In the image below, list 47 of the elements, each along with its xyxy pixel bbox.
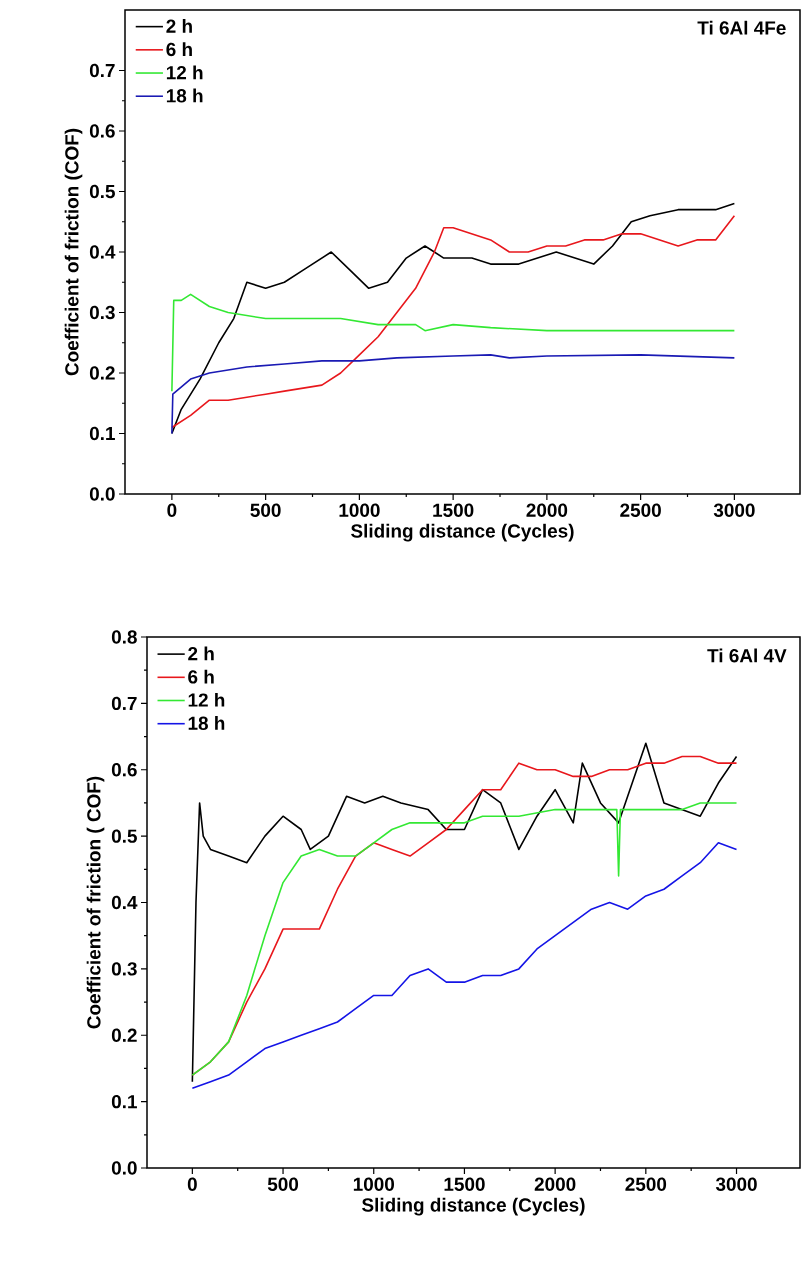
legend-label: 12 h xyxy=(166,65,203,80)
y-tick-label: 0.6 xyxy=(111,763,137,777)
x-tick-label: 2000 xyxy=(526,503,568,517)
x-tick-label: 1500 xyxy=(444,1177,485,1191)
y-tick-label: 0.2 xyxy=(111,1028,137,1042)
x-tick-label: 0 xyxy=(187,1177,197,1191)
y-tick-label: 0.2 xyxy=(89,366,115,380)
y-axis-title: Coefficient of friction (COF) xyxy=(64,128,83,376)
x-tick-label: 1500 xyxy=(433,503,474,517)
x-tick-label: 3000 xyxy=(713,503,755,517)
legend-label: 18 h xyxy=(166,88,203,103)
y-tick-label: 0.4 xyxy=(89,245,116,259)
legend-label: 6 h xyxy=(188,669,214,684)
legend-label: 2 h xyxy=(188,646,214,661)
y-tick-label: 0.3 xyxy=(89,305,115,320)
annotation: Ti 6Al 4V xyxy=(707,648,787,663)
y-tick-label: 0.0 xyxy=(111,1161,137,1175)
x-tick-label: 3000 xyxy=(715,1177,757,1191)
x-axis-title: Sliding distance (Cycles) xyxy=(362,1197,585,1216)
y-tick-label: 0.0 xyxy=(89,487,115,501)
y-tick-label: 0.7 xyxy=(111,696,137,711)
x-tick-label: 0 xyxy=(167,503,177,517)
y-tick-label: 0.1 xyxy=(89,426,115,441)
y-axis-title: Coefficient of friction ( COF) xyxy=(86,776,105,1029)
y-tick-label: 0.8 xyxy=(111,630,137,644)
y-tick-label: 0.4 xyxy=(111,895,138,910)
x-tick-label: 2500 xyxy=(620,503,661,517)
x-axis-title: Sliding distance (Cycles) xyxy=(351,523,574,542)
x-tick-label: 1000 xyxy=(353,1177,395,1191)
x-tick-label: 500 xyxy=(250,503,281,517)
y-tick-label: 0.5 xyxy=(111,829,137,843)
y-tick-label: 0.7 xyxy=(89,63,115,78)
legend-label: 2 h xyxy=(166,19,192,33)
line-series xyxy=(171,354,736,435)
x-tick-label: 500 xyxy=(267,1177,299,1191)
annotation: Ti 6Al 4Fe xyxy=(697,20,786,35)
y-tick-label: 0.3 xyxy=(111,962,137,976)
x-tick-label: 2000 xyxy=(534,1177,576,1191)
y-tick-label: 0.5 xyxy=(89,184,115,199)
x-tick-label: 1000 xyxy=(339,503,380,517)
legend-label: 18 h xyxy=(188,716,225,730)
line-series xyxy=(191,841,738,1090)
legend-label: 12 h xyxy=(188,692,225,707)
x-tick-label: 2500 xyxy=(625,1177,667,1191)
legend-label: 6 h xyxy=(166,42,192,57)
y-tick-label: 0.1 xyxy=(111,1094,137,1109)
y-tick-label: 0.6 xyxy=(89,124,115,138)
